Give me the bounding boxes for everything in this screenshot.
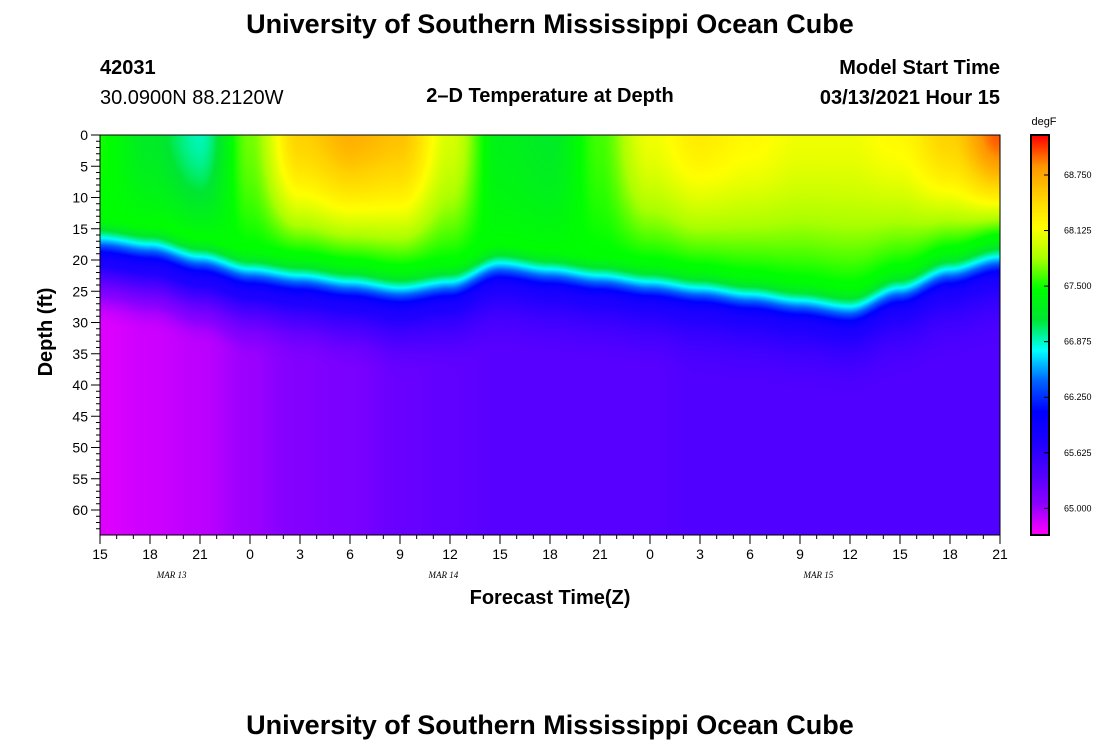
station-coords: 30.0900N 88.2120W [100, 87, 284, 109]
y-tick-label: 45 [72, 408, 88, 424]
y-tick-label: 35 [72, 346, 88, 362]
footer-title: University of Southern Mississippi Ocean… [246, 710, 854, 740]
x-tick-label: 9 [396, 546, 404, 562]
x-tick-label: 12 [442, 546, 458, 562]
y-tick-label: 5 [80, 158, 88, 174]
y-tick-label: 15 [72, 221, 88, 237]
date-label: MAR 14 [427, 570, 458, 580]
date-label: MAR 15 [802, 570, 833, 580]
y-tick-label: 55 [72, 471, 88, 487]
colorbar-ticks: 65.000 65.625 66.250 66.875 67.500 68.125 68.7… [1044, 170, 1092, 513]
date-label: MAR 13 [156, 570, 187, 580]
colorbar-tick-label: 67.500 [1064, 281, 1092, 291]
page-title: University of Southern Mississippi Ocean… [246, 9, 854, 39]
colorbar-tick-label: 68.750 [1064, 170, 1092, 180]
x-tick-label: 18 [142, 546, 158, 562]
x-tick-label: 18 [542, 546, 558, 562]
x-tick-label: 15 [892, 546, 908, 562]
x-axis: 15 18 21 0 3 6 9 12 15 18 21 0 3 6 9 12 15 18 21 [92, 535, 1008, 562]
x-tick-label: 21 [592, 546, 608, 562]
station-id: 42031 [100, 57, 156, 79]
x-tick-label: 0 [646, 546, 654, 562]
y-tick-label: 40 [72, 377, 88, 393]
y-tick-label: 20 [72, 252, 88, 268]
colorbar-unit: degF [1031, 116, 1056, 128]
x-tick-label: 15 [92, 546, 108, 562]
colorbar-tick-label: 65.625 [1064, 448, 1092, 458]
x-tick-label: 9 [796, 546, 804, 562]
x-tick-label: 0 [246, 546, 254, 562]
y-axis-title: Depth (ft) [35, 288, 57, 377]
x-tick-label: 3 [696, 546, 704, 562]
plot-title: 2–D Temperature at Depth [426, 85, 674, 107]
y-tick-label: 10 [72, 190, 88, 206]
colorbar-tick-label: 66.250 [1064, 392, 1092, 402]
model-start-time: 03/13/2021 Hour 15 [819, 87, 1000, 109]
colorbar-tick-label: 68.125 [1064, 226, 1092, 236]
x-tick-label: 3 [296, 546, 304, 562]
colorbar-tick-label: 65.000 [1064, 503, 1092, 513]
x-tick-label: 18 [942, 546, 958, 562]
y-tick-label: 30 [72, 315, 88, 331]
model-start-label: Model Start Time [839, 57, 1000, 79]
x-axis-title: Forecast Time(Z) [470, 587, 631, 609]
y-tick-label: 60 [72, 502, 88, 518]
y-tick-label: 50 [72, 440, 88, 456]
y-tick-label: 0 [80, 127, 88, 143]
x-tick-label: 21 [192, 546, 208, 562]
x-tick-label: 12 [842, 546, 858, 562]
colorbar-tick-label: 66.875 [1064, 337, 1092, 347]
x-tick-label: 21 [992, 546, 1008, 562]
temperature-heatmap [100, 135, 1000, 535]
x-tick-label: 15 [492, 546, 508, 562]
y-tick-label: 25 [72, 283, 88, 299]
colorbar-frame [1030, 134, 1050, 536]
x-tick-label: 6 [346, 546, 354, 562]
y-axis: 0 5 10 15 20 25 30 35 40 45 50 55 60 [72, 127, 100, 530]
date-labels: MAR 13 MAR 14 MAR 15 [156, 570, 834, 580]
colorbar-gradient [1031, 135, 1049, 535]
x-tick-label: 6 [746, 546, 754, 562]
